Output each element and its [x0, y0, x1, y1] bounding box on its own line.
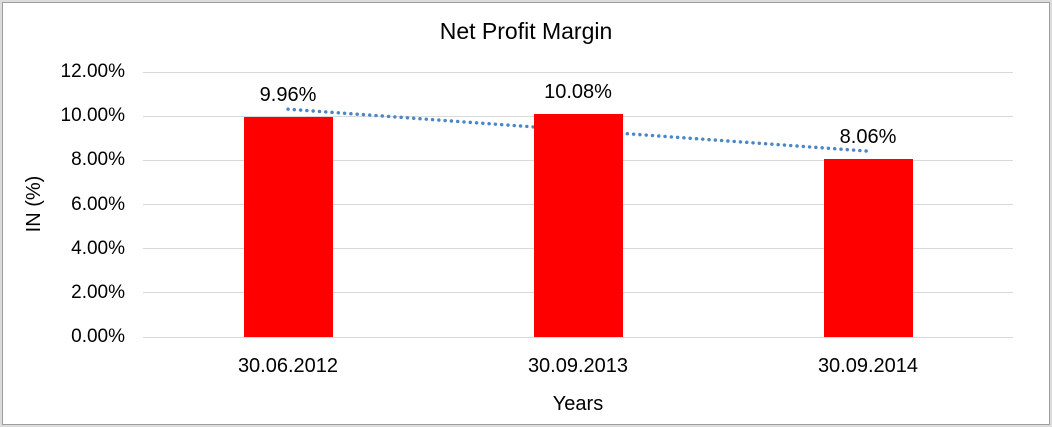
bar-value-label: 8.06%	[839, 126, 897, 148]
bar-value-label: 10.08%	[544, 81, 612, 104]
y-axis-tick-label: 10.00%	[60, 105, 125, 127]
x-category-label: 30.09.2013	[527, 355, 629, 377]
bar	[823, 159, 913, 337]
x-category-label: 30.06.2012	[237, 355, 339, 377]
y-axis-tick-label: 6.00%	[71, 193, 125, 215]
y-axis-tick-label: 0.00%	[71, 326, 125, 347]
bar	[533, 114, 623, 337]
y-axis-tick-label: 12.00%	[60, 61, 125, 82]
chart-title: Net Profit Margin	[439, 18, 613, 44]
y-axis-tick-label: 8.00%	[71, 149, 125, 171]
y-axis-tick-label: 4.00%	[71, 237, 125, 259]
y-axis-tick-label: 2.00%	[71, 281, 125, 303]
x-category-label: 30.09.2014	[817, 355, 919, 377]
gridline	[143, 336, 1013, 338]
bar	[243, 117, 333, 337]
x-axis-title: Years	[552, 393, 604, 415]
gridline	[143, 71, 1013, 73]
bar-value-label: 9.96%	[259, 84, 317, 107]
